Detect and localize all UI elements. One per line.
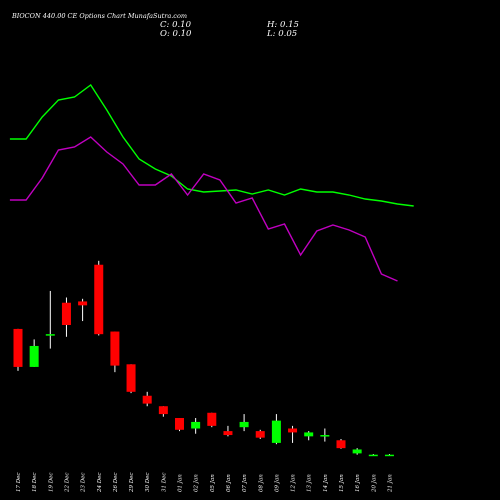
candle-body xyxy=(142,395,152,404)
candle-body xyxy=(13,328,23,367)
candle-body xyxy=(255,431,265,438)
x-tick-label: 20 Jan xyxy=(371,474,377,493)
candle-body xyxy=(368,454,378,457)
candles xyxy=(13,260,394,457)
x-tick-label: 19 Dec xyxy=(48,473,54,493)
x-tick-label: 13 Jan xyxy=(307,474,313,492)
x-tick-label: 18 Dec xyxy=(32,473,38,493)
candle-body xyxy=(191,421,201,429)
candle-body xyxy=(271,420,281,443)
x-tick-label: 24 Dec xyxy=(97,473,103,494)
candle-body xyxy=(61,302,71,325)
candle-body xyxy=(223,431,233,436)
x-tick-label: 23 Dec xyxy=(81,473,87,494)
candle-body xyxy=(126,364,136,392)
candle-body xyxy=(336,440,346,449)
ma-fast-line xyxy=(9,83,414,207)
x-tick-label: 06 Jan xyxy=(226,474,232,492)
candle-body xyxy=(304,432,314,437)
ma-slow-line xyxy=(9,136,398,282)
candle-body xyxy=(207,412,217,426)
x-tick-label: 31 Dec xyxy=(161,473,167,493)
x-tick-label: 15 Jan xyxy=(339,474,345,492)
x-tick-label: 22 Dec xyxy=(64,473,70,494)
candle-body xyxy=(352,449,362,454)
x-tick-label: 16 Jan xyxy=(355,474,361,492)
x-tick-label: 21 Jan xyxy=(387,474,393,493)
x-tick-label: 02 Jan xyxy=(194,474,200,492)
candle-body xyxy=(110,331,120,366)
moving-averages xyxy=(9,83,414,282)
x-tick-label: 29 Dec xyxy=(129,473,135,494)
candle-body xyxy=(94,264,104,335)
x-tick-label: 08 Jan xyxy=(258,474,264,492)
candle-body xyxy=(175,418,184,430)
low-value: L: 0.05 xyxy=(266,29,297,39)
x-tick-label: 07 Jan xyxy=(242,474,248,492)
x-tick-label: 01 Jan xyxy=(178,474,184,492)
candle-body xyxy=(320,435,330,437)
close-value: C: 0.10 xyxy=(160,20,192,30)
candle-body xyxy=(384,454,394,457)
x-tick-label: 12 Jan xyxy=(291,474,297,492)
candle-body xyxy=(29,345,39,367)
candle-body xyxy=(239,421,249,428)
candle-body xyxy=(158,406,168,415)
x-tick-label: 17 Dec xyxy=(16,473,22,493)
open-value: O: 0.10 xyxy=(160,29,192,39)
candle-body xyxy=(288,428,298,433)
candle-body xyxy=(78,301,88,306)
x-tick-label: 30 Dec xyxy=(145,473,151,493)
high-value: H: 0.15 xyxy=(266,20,299,30)
x-tick-label: 09 Jan xyxy=(274,474,280,492)
x-tick-label: 05 Jan xyxy=(210,474,216,492)
x-axis-labels: 17 Dec 18 Dec 19 Dec 22 Dec 23 Dec 24 Dec 26 D… xyxy=(16,473,393,494)
chart-title: BIOCON 440.00 CE Options Chart MunafaSut… xyxy=(11,12,187,20)
x-tick-label: 26 Dec xyxy=(113,473,119,494)
x-tick-label: 14 Jan xyxy=(323,474,329,492)
candle-body xyxy=(45,334,55,336)
